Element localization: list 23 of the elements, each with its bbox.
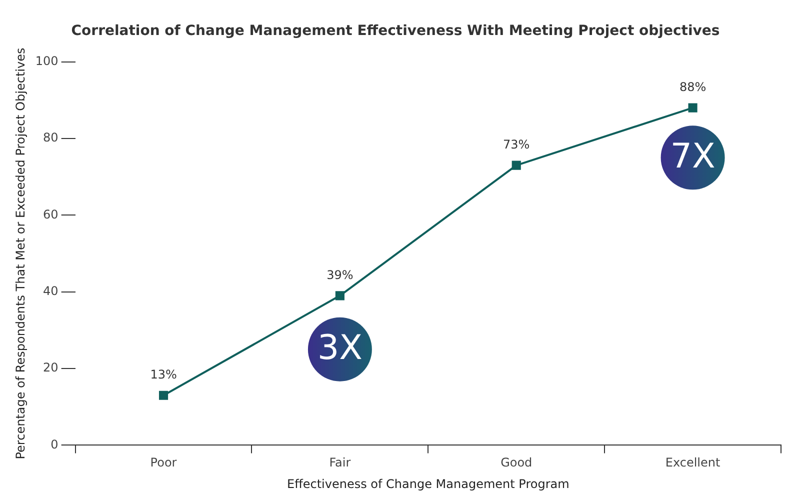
data-label: 88%: [679, 80, 706, 94]
point: [158, 390, 168, 400]
x-tick-label: Fair: [329, 456, 351, 470]
y-axis-title: Percentage of Respondents That Met or Exceeded Project Objectives: [13, 48, 28, 460]
annotation: 7X: [670, 136, 716, 176]
point: [512, 160, 521, 170]
x-tick-label: Poor: [150, 456, 177, 470]
x-tick-label: Good: [500, 456, 532, 470]
point: [335, 291, 344, 300]
x-tick-label: Excellent: [665, 456, 720, 470]
x-axis-title: Effectiveness of Change Management Program: [287, 476, 570, 491]
y-tick-label: 60: [43, 207, 58, 222]
annotation: 3X: [317, 328, 362, 368]
y-tick-label: 0: [50, 437, 58, 452]
data-label: 39%: [326, 268, 354, 282]
data-label: 13%: [150, 367, 177, 382]
y-tick-label: 100: [35, 54, 58, 68]
chart-title: Correlation of Change Management Effectiveness With Meeting Project objectives: [71, 23, 720, 40]
y-tick-label: 20: [43, 360, 58, 375]
y-tick-label: 80: [43, 130, 58, 145]
point: [688, 103, 698, 112]
data-label: 73%: [503, 137, 530, 152]
y-tick-label: 40: [43, 284, 58, 298]
